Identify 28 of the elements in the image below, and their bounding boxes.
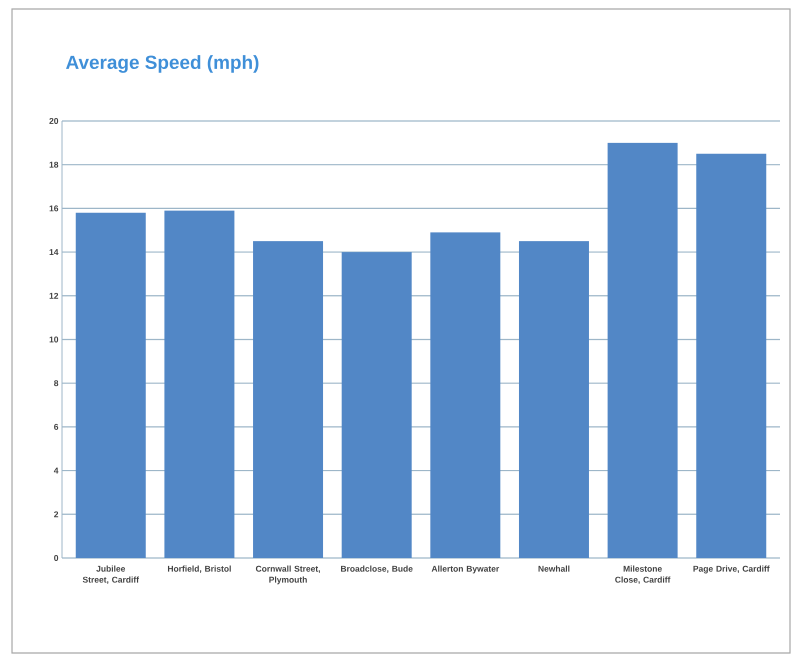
- bar: [430, 232, 500, 558]
- x-tick-label: Cornwall Street, Plymouth: [256, 566, 320, 584]
- y-tick-label: 10: [50, 336, 58, 342]
- x-tick-label: Horfield, Bristol: [168, 566, 231, 573]
- x-tick-label: Page Drive, Cardiff: [693, 566, 770, 574]
- bar: [253, 241, 324, 558]
- bar: [342, 252, 412, 558]
- y-tick-label: 4: [54, 468, 58, 474]
- y-tick-label: 8: [54, 380, 58, 386]
- bar: [608, 142, 678, 558]
- y-tick-label: 16: [50, 205, 58, 212]
- chart-title: Average Speed (mph): [66, 55, 258, 73]
- bar: [518, 241, 589, 558]
- y-tick-label: 20: [49, 118, 58, 124]
- x-tick-label: Newhall: [538, 566, 570, 572]
- y-tick-label: 0: [54, 554, 58, 561]
- bar: [696, 154, 766, 558]
- bar: [76, 212, 146, 558]
- x-tick-label: Allerton Bywater: [432, 566, 500, 574]
- bar: [164, 210, 234, 558]
- x-tick-label: Broadclose, Bude: [341, 566, 413, 573]
- y-tick-label: 12: [50, 292, 58, 299]
- y-tick-label: 6: [54, 424, 58, 430]
- x-tick-label: Jubilee Street, Cardiff: [82, 566, 140, 584]
- y-tick-label: 18: [50, 162, 58, 168]
- y-tick-label: 2: [54, 511, 58, 518]
- x-tick-label: Milestone Close, Cardiff: [615, 566, 670, 584]
- y-tick-label: 14: [50, 249, 58, 255]
